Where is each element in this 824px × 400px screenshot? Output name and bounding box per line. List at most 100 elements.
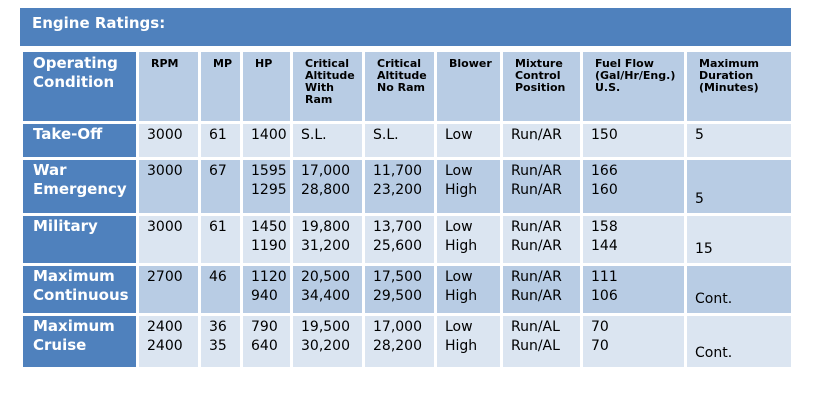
hp-cell-line: 1295: [251, 182, 287, 198]
mp-cell-line: 61: [209, 219, 227, 235]
mixture-cell-line: Run/AR: [511, 127, 562, 143]
blower-cell-line: High: [445, 238, 478, 254]
rpm-cell-line: 3000: [147, 127, 183, 143]
hp-cell: 1450 1190: [240, 213, 293, 266]
condition-cell-line: Take-Off: [33, 125, 103, 143]
critical-altitude-no-ram-cell-line: 17,500: [373, 269, 422, 285]
critical-altitude-no-ram-cell-line: 23,200: [373, 182, 422, 198]
fuel-flow-cell-line: 144: [591, 238, 618, 254]
blower-cell-line: High: [445, 288, 478, 304]
fuel-flow-cell-line: 106: [591, 288, 618, 304]
mixture-cell: Run/AR Run/AR: [500, 157, 583, 216]
rpm-cell: 3000: [136, 213, 201, 266]
mp-cell: 67: [198, 157, 243, 216]
rpm-cell-line: 2700: [147, 269, 183, 285]
duration-cell: 5: [684, 157, 794, 216]
rpm-cell: 2400 2400: [136, 313, 201, 370]
condition-cell: Maximum Cruise: [20, 313, 139, 370]
duration-cell: 5: [684, 121, 794, 160]
table-row: Military 3000 61 1450 1190 19,800 31,200 13,700…: [20, 213, 794, 266]
duration-cell: Cont.: [684, 263, 794, 316]
rpm-cell-line: 3000: [147, 219, 183, 235]
hp-cell: 1120 940: [240, 263, 293, 316]
fuel-flow-cell: 158 144: [580, 213, 687, 266]
fuel-flow-cell-line: 70: [591, 319, 609, 335]
header-operating-condition: Operating Condition: [20, 49, 139, 124]
rpm-cell-line: 2400: [147, 319, 183, 335]
header-critical-altitude-no-ram: Critical Altitude No Ram: [362, 49, 437, 124]
critical-altitude-no-ram-cell: 17,500 29,500: [362, 263, 437, 316]
critical-altitude-ram-cell-line: 28,800: [301, 182, 350, 198]
mixture-cell-line: Run/AR: [511, 219, 562, 235]
mixture-cell: Run/AR Run/AR: [500, 213, 583, 266]
hp-cell-line: 940: [251, 288, 278, 304]
hp-cell: 1400: [240, 121, 293, 160]
mixture-cell-line: Run/AR: [511, 182, 562, 198]
mp-cell-line: 61: [209, 127, 227, 143]
rpm-cell: 2700: [136, 263, 201, 316]
critical-altitude-ram-cell-line: 19,500: [301, 319, 350, 335]
critical-altitude-ram-cell-line: S.L.: [301, 127, 327, 143]
mixture-cell-line: Run/AR: [511, 238, 562, 254]
mixture-cell: Run/AR: [500, 121, 583, 160]
hp-cell-line: 1120: [251, 269, 287, 285]
mixture-cell-line: Run/AR: [511, 288, 562, 304]
blower-cell-line: High: [445, 338, 478, 354]
condition-cell: Military: [20, 213, 139, 266]
header-row: Operating Condition RPM MP HP Critical A…: [20, 49, 794, 124]
critical-altitude-ram-cell: 17,000 28,800: [290, 157, 365, 216]
blower-cell: Low High: [434, 313, 503, 370]
hp-cell-line: 1190: [251, 238, 287, 254]
engine-ratings-panel: Engine Ratings: Operating Condition RPM …: [20, 8, 794, 370]
condition-cell: War Emergency: [20, 157, 139, 216]
mixture-cell-line: Run/AL: [511, 338, 560, 354]
blower-cell: Low High: [434, 263, 503, 316]
rpm-cell-line: 2400: [147, 338, 183, 354]
table-title: Engine Ratings:: [20, 8, 791, 46]
header-mp: MP: [198, 49, 243, 124]
critical-altitude-no-ram-cell-line: 13,700: [373, 219, 422, 235]
critical-altitude-no-ram-cell: S.L.: [362, 121, 437, 160]
mp-cell: 61: [198, 121, 243, 160]
critical-altitude-no-ram-cell-line: 25,600: [373, 238, 422, 254]
blower-cell-line: Low: [445, 219, 473, 235]
fuel-flow-cell-line: 70: [591, 338, 609, 354]
header-blower: Blower: [434, 49, 503, 124]
critical-altitude-ram-cell: 20,500 34,400: [290, 263, 365, 316]
condition-cell-line: Emergency: [33, 180, 127, 198]
header-mixture-control: Mixture Control Position: [500, 49, 583, 124]
mp-cell: 46: [198, 263, 243, 316]
critical-altitude-no-ram-cell-line: 29,500: [373, 288, 422, 304]
header-maximum-duration: Maximum Duration (Minutes): [684, 49, 794, 124]
table-row: War Emergency 3000 67 1595 1295 17,000 28,800 11…: [20, 157, 794, 216]
mp-cell-line: 67: [209, 163, 227, 179]
header-fuel-flow: Fuel Flow (Gal/Hr/Eng.) U.S.: [580, 49, 687, 124]
table-row: Maximum Continuous 2700 46 1120 940 20,500 34,4…: [20, 263, 794, 316]
critical-altitude-ram-cell: 19,800 31,200: [290, 213, 365, 266]
fuel-flow-cell: 150: [580, 121, 687, 160]
duration-cell: 15: [684, 213, 794, 266]
mp-cell-line: 35: [209, 338, 227, 354]
rpm-cell-line: 3000: [147, 163, 183, 179]
mp-cell: 61: [198, 213, 243, 266]
rpm-cell: 3000: [136, 121, 201, 160]
mixture-cell: Run/AR Run/AR: [500, 263, 583, 316]
condition-cell-line: Continuous: [33, 286, 129, 304]
blower-cell-line: Low: [445, 127, 473, 143]
critical-altitude-ram-cell: 19,500 30,200: [290, 313, 365, 370]
header-rpm: RPM: [136, 49, 201, 124]
critical-altitude-ram-cell-line: 30,200: [301, 338, 350, 354]
critical-altitude-no-ram-cell: 11,700 23,200: [362, 157, 437, 216]
condition-cell-line: War: [33, 161, 67, 179]
blower-cell-line: Low: [445, 163, 473, 179]
critical-altitude-no-ram-cell-line: 11,700: [373, 163, 422, 179]
mixture-cell-line: Run/AL: [511, 319, 560, 335]
hp-cell-line: 1450: [251, 219, 287, 235]
hp-cell-line: 640: [251, 338, 278, 354]
critical-altitude-ram-cell-line: 20,500: [301, 269, 350, 285]
condition-cell-line: Military: [33, 217, 98, 235]
condition-cell-line: Maximum: [33, 267, 115, 285]
header-critical-altitude-ram: Critical Altitude With Ram: [290, 49, 365, 124]
fuel-flow-cell: 166 160: [580, 157, 687, 216]
fuel-flow-cell-line: 166: [591, 163, 618, 179]
